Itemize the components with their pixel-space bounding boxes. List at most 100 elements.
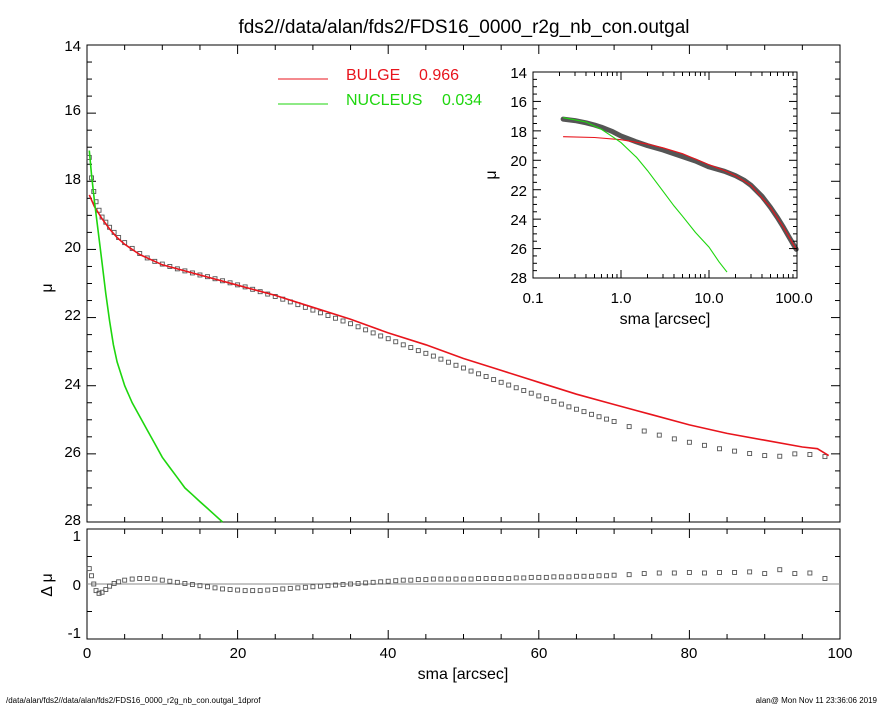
- residual-data-point: [445, 576, 451, 582]
- main-data-point: [461, 365, 466, 371]
- residual-data-point: [513, 575, 519, 581]
- residual-x-axis-label: sma [arcsec]: [418, 666, 509, 683]
- residual-data-point: [355, 581, 361, 586]
- residual-data-point: [521, 575, 527, 581]
- residual-data-point: [272, 587, 278, 592]
- residual-data-point: [747, 569, 753, 575]
- main-data-point: [370, 330, 376, 336]
- main-data-point: [355, 324, 361, 330]
- residual-data-point: [91, 581, 97, 587]
- residual-data-point: [152, 576, 158, 582]
- main-ytick-label: 22: [64, 307, 81, 324]
- main-data-point: [400, 342, 406, 348]
- residual-data-point: [182, 581, 188, 586]
- residual-data-point: [250, 588, 256, 594]
- main-data-point: [543, 396, 549, 402]
- residual-y-tick-labels: 1 0 -1: [68, 528, 81, 642]
- inset-frame-bg: [533, 72, 797, 278]
- inset-xtick-label: 100.0: [775, 290, 813, 307]
- residual-data-point: [107, 583, 113, 589]
- main-data-point: [476, 371, 482, 377]
- residual-data-point: [103, 587, 109, 592]
- main-data-point: [498, 379, 504, 385]
- residual-data-point: [408, 577, 414, 583]
- residual-data-point: [423, 577, 429, 583]
- residual-data-point: [378, 579, 384, 585]
- inset-x-axis-label: sma [arcsec]: [620, 311, 711, 328]
- legend-bulge-name: BULGE: [346, 67, 400, 84]
- residual-data-point: [438, 576, 444, 582]
- residual-data-point: [717, 570, 722, 575]
- residual-data-point: [528, 574, 534, 580]
- main-data-point: [671, 436, 677, 442]
- main-data-point: [566, 404, 572, 410]
- residual-data-point: [762, 571, 768, 576]
- residual-data-point: [604, 573, 610, 579]
- inset-y-axis-label: μ: [483, 170, 500, 179]
- main-data-point: [596, 414, 602, 420]
- main-data-point: [777, 453, 783, 459]
- residual-data-point: [227, 587, 233, 592]
- residual-data-point: [393, 578, 399, 584]
- main-data-point: [152, 258, 158, 264]
- main-nucleus-line: [88, 150, 224, 523]
- residual-plot: 1 0 -1 0 20 40 60 80 100 sma [arcsec] Δ …: [39, 528, 853, 683]
- main-data-point: [506, 382, 512, 388]
- legend: BULGE 0.966 NUCLEUS 0.034: [278, 67, 482, 109]
- main-data-point: [732, 448, 738, 454]
- main-data-point: [363, 327, 369, 333]
- main-data-point: [641, 428, 647, 434]
- residual-xtick-label: 80: [681, 645, 698, 662]
- residual-data-point: [589, 573, 594, 579]
- footer-path: /data/alan/fds2//data/alan/fds2/FDS16_00…: [6, 696, 261, 705]
- residual-data-point: [543, 574, 549, 580]
- residual-data-point: [777, 567, 783, 573]
- main-data-point: [656, 432, 662, 438]
- residual-data-point: [468, 576, 474, 582]
- residual-data-point: [348, 581, 353, 587]
- main-data-point: [445, 359, 451, 365]
- residual-data-point: [596, 573, 602, 579]
- inset-ytick-label: 22: [510, 183, 527, 200]
- inset-y-tick-labels: 14 16 18 20 22 24 26 28: [510, 65, 527, 287]
- residual-data-point: [506, 576, 512, 581]
- inset-xtick-label: 0.1: [523, 290, 544, 307]
- main-data-point: [581, 409, 587, 415]
- inset-ytick-label: 14: [510, 65, 527, 82]
- residual-data-point: [574, 573, 579, 579]
- main-data-point: [453, 362, 459, 368]
- residual-xtick-label: 0: [83, 645, 91, 662]
- inset-bulge-line: [563, 136, 797, 250]
- inset-x-tick-labels: 0.1 1.0 10.0 100.0: [523, 290, 813, 307]
- residual-data-point: [265, 587, 271, 593]
- residual-data-point: [611, 572, 617, 578]
- main-data-point: [333, 315, 338, 321]
- main-data-point: [483, 374, 489, 379]
- residual-data-point: [317, 583, 323, 589]
- main-plot-marks: [86, 150, 830, 523]
- residual-data-point: [536, 574, 542, 580]
- main-data-point: [747, 451, 753, 456]
- residual-y-axis-label: Δ μ: [39, 573, 56, 596]
- residual-data-point: [686, 570, 692, 575]
- main-ytick-label: 24: [64, 376, 81, 393]
- residual-data-point: [242, 588, 248, 594]
- residual-data-point: [287, 585, 293, 591]
- main-data-point: [702, 442, 707, 448]
- main-data-point: [589, 411, 594, 417]
- legend-bulge-value: 0.966: [419, 67, 459, 84]
- main-bulge-line: [88, 194, 830, 457]
- inset-ytick-label: 20: [510, 153, 527, 170]
- residual-data-point: [325, 583, 331, 589]
- residual-data-point: [671, 570, 677, 576]
- inset-ytick-label: 24: [510, 212, 527, 229]
- chart-title: fds2//data/alan/fds2/FDS16_0000_r2g_nb_c…: [238, 17, 689, 38]
- residual-data-point: [702, 570, 707, 576]
- inset-plot-marks: [560, 116, 799, 273]
- main-ytick-label: 18: [64, 171, 81, 188]
- residual-data-point: [476, 576, 482, 581]
- main-data-point: [792, 451, 798, 457]
- residual-data-point: [257, 588, 263, 594]
- residual-data-point: [483, 576, 489, 581]
- residual-data-point: [333, 582, 338, 588]
